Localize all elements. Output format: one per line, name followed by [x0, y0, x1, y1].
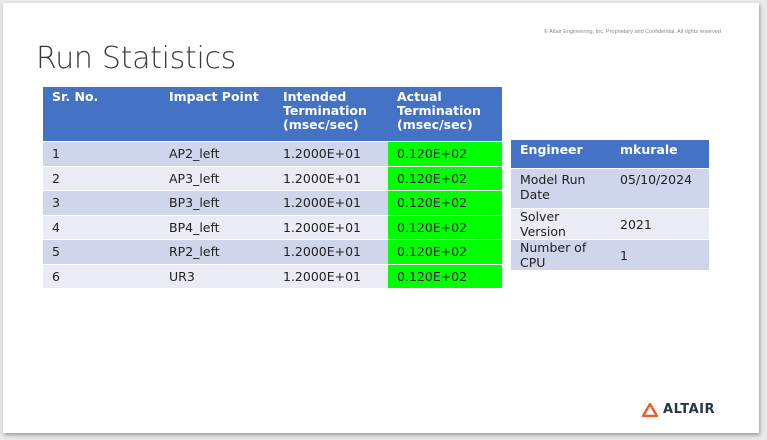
cell-sr-no: 2: [43, 165, 160, 191]
cell-impact-point: BP3_left: [160, 190, 274, 215]
table-row: 3 BP3_left 1.2000E+01 0.120E+02: [43, 190, 502, 215]
cell-sr-no: 4: [43, 214, 160, 240]
cell-actual-termination: 0.120E+02: [388, 190, 502, 215]
cell-intended-termination: 1.2000E+01: [274, 214, 388, 240]
info-label: Number of CPU: [511, 239, 611, 270]
info-label: Model Run Date: [511, 168, 611, 209]
cell-actual-termination: 0.120E+02: [388, 141, 502, 166]
altair-triangle-icon: [642, 402, 659, 417]
header-intended-termination: Intended Termination (msec/sec): [274, 87, 388, 142]
cell-impact-point: BP4_left: [160, 214, 274, 240]
cell-impact-point: AP3_left: [160, 165, 274, 191]
header-engineer-label: Engineer: [511, 140, 611, 169]
header-sr-no: Sr. No.: [43, 87, 160, 142]
cell-impact-point: AP2_left: [160, 141, 274, 166]
table-row: 1 AP2_left 1.2000E+01 0.120E+02: [43, 141, 502, 166]
info-header-row: Engineer mkurale: [511, 140, 709, 169]
slide: © Altair Engineering, Inc. Proprietary a…: [3, 3, 759, 433]
info-label: Solver Version: [511, 208, 611, 240]
cell-impact-point: UR3: [160, 263, 274, 288]
cell-sr-no: 3: [43, 190, 160, 215]
slide-title: Run Statistics: [36, 41, 236, 76]
altair-logo: ALTAIR: [642, 402, 715, 417]
cell-actual-termination: 0.120E+02: [388, 165, 502, 191]
info-value: 05/10/2024: [611, 168, 709, 209]
table-row: 4 BP4_left 1.2000E+01 0.120E+02: [43, 214, 502, 240]
header-engineer-value: mkurale: [611, 140, 709, 169]
cell-actual-termination: 0.120E+02: [388, 239, 502, 264]
table-header-row: Sr. No. Impact Point Intended Terminatio…: [43, 87, 502, 142]
info-row: Model Run Date 05/10/2024: [511, 168, 709, 209]
cell-intended-termination: 1.2000E+01: [274, 239, 388, 264]
cell-sr-no: 6: [43, 263, 160, 288]
cell-intended-termination: 1.2000E+01: [274, 190, 388, 215]
cell-sr-no: 5: [43, 239, 160, 264]
cell-intended-termination: 1.2000E+01: [274, 141, 388, 166]
table-row: 2 AP3_left 1.2000E+01 0.120E+02: [43, 165, 502, 191]
logo-text: ALTAIR: [663, 402, 715, 417]
cell-actual-termination: 0.120E+02: [388, 263, 502, 288]
confidential-note: © Altair Engineering, Inc. Proprietary a…: [543, 29, 721, 35]
info-value: 1: [611, 239, 709, 270]
table-row: 5 RP2_left 1.2000E+01 0.120E+02: [43, 239, 502, 264]
cell-impact-point: RP2_left: [160, 239, 274, 264]
header-actual-termination: Actual Termination (msec/sec): [388, 87, 502, 142]
table-row: 6 UR3 1.2000E+01 0.120E+02: [43, 263, 502, 288]
cell-intended-termination: 1.2000E+01: [274, 263, 388, 288]
info-row: Solver Version 2021: [511, 208, 709, 240]
run-statistics-table: Sr. No. Impact Point Intended Terminatio…: [43, 87, 502, 288]
cell-actual-termination: 0.120E+02: [388, 214, 502, 240]
info-value: 2021: [611, 208, 709, 240]
run-info-table: Engineer mkurale Model Run Date 05/10/20…: [511, 140, 709, 270]
cell-sr-no: 1: [43, 141, 160, 166]
info-row: Number of CPU 1: [511, 239, 709, 270]
cell-intended-termination: 1.2000E+01: [274, 165, 388, 191]
header-impact-point: Impact Point: [160, 87, 274, 142]
